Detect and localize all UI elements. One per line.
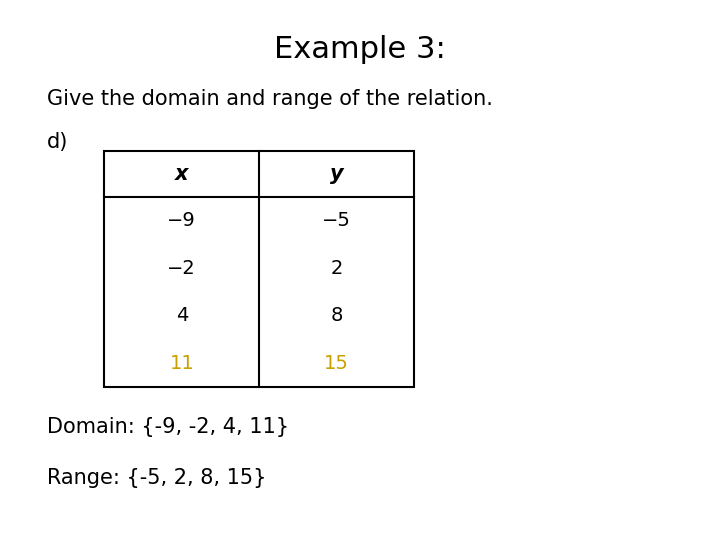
Text: Domain: {-9, -2, 4, 11}: Domain: {-9, -2, 4, 11}: [47, 417, 289, 437]
Text: y: y: [330, 164, 343, 184]
Text: −5: −5: [322, 211, 351, 231]
Text: 11: 11: [169, 354, 194, 373]
Text: Range: {-5, 2, 8, 15}: Range: {-5, 2, 8, 15}: [47, 468, 266, 488]
Text: Example 3:: Example 3:: [274, 35, 446, 64]
Text: 4: 4: [176, 306, 188, 326]
Text: 8: 8: [330, 306, 343, 326]
Text: d): d): [47, 132, 68, 152]
Text: −9: −9: [168, 211, 196, 231]
Text: Give the domain and range of the relation.: Give the domain and range of the relatio…: [47, 89, 492, 109]
Text: 15: 15: [324, 354, 349, 373]
Text: x: x: [175, 164, 189, 184]
Text: −2: −2: [168, 259, 196, 278]
Text: 2: 2: [330, 259, 343, 278]
